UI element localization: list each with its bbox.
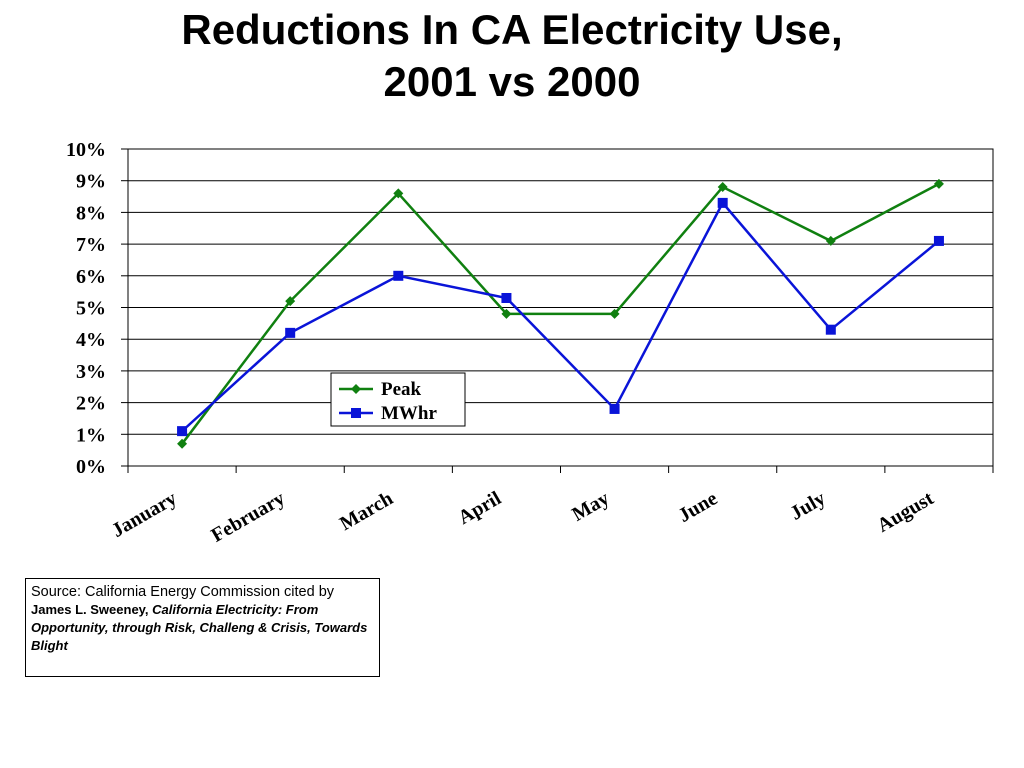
data-point-peak — [501, 308, 512, 319]
data-point-peak — [825, 235, 836, 246]
legend-label-mwhr: MWhr — [381, 403, 438, 424]
data-point-peak — [933, 178, 944, 189]
y-tick-label: 10% — [66, 139, 106, 161]
chart-title-line-1: Reductions In CA Electricity Use, — [181, 6, 843, 53]
source-work-title: California Electricity: From Opportunity… — [31, 602, 368, 653]
y-tick-label: 1% — [76, 424, 106, 446]
x-tick-label: June — [675, 487, 722, 527]
y-tick-label: 7% — [76, 234, 106, 256]
y-tick-label: 0% — [76, 456, 106, 478]
legend-marker-peak — [351, 384, 361, 394]
x-tick-label: February — [207, 487, 288, 547]
x-tick-label: May — [568, 487, 613, 525]
data-point-mwhr — [609, 403, 620, 414]
line-chart: 0% 1% 2% 3% 4% 5% 6% 7% 8% 9% 10% January February Ma… — [66, 139, 994, 547]
data-point-peak — [285, 296, 296, 307]
x-tick-label: April — [454, 487, 505, 529]
y-tick-label: 9% — [76, 171, 106, 193]
x-tick-label: July — [787, 487, 830, 524]
y-tick-label: 8% — [76, 202, 106, 224]
x-tick-label: January — [108, 487, 181, 542]
data-point-peak — [177, 438, 188, 449]
y-tick-label: 3% — [76, 361, 106, 383]
legend-marker-mwhr — [351, 408, 361, 418]
series-line-mwhr — [181, 200, 940, 433]
source-author: James L. Sweeney, — [31, 602, 149, 617]
chart-title-line-2: 2001 vs 2000 — [383, 58, 641, 105]
data-point-mwhr — [285, 327, 296, 338]
data-point-mwhr — [933, 235, 944, 246]
data-point-mwhr — [825, 324, 836, 335]
x-tick-label: March — [336, 487, 397, 535]
x-tick-label: August — [873, 487, 937, 537]
y-tick-label: 5% — [76, 298, 106, 320]
data-point-peak — [717, 182, 728, 193]
y-tick-label: 4% — [76, 329, 106, 351]
source-citation: Source: California Energy Commission cit… — [25, 578, 380, 677]
data-point-mwhr — [393, 270, 404, 281]
data-point-mwhr — [177, 426, 188, 437]
y-tick-label: 6% — [76, 266, 106, 288]
y-tick-label: 2% — [76, 393, 106, 415]
legend-label-peak: Peak — [381, 379, 422, 400]
data-point-mwhr — [717, 197, 728, 208]
chart-title: Reductions In CA Electricity Use, 2001 v… — [0, 4, 1024, 108]
data-point-mwhr — [501, 292, 512, 303]
data-point-peak — [609, 308, 620, 319]
series-line-peak — [181, 182, 940, 445]
source-prefix: Source: California Energy Commission cit… — [31, 584, 335, 600]
data-point-peak — [393, 188, 404, 199]
